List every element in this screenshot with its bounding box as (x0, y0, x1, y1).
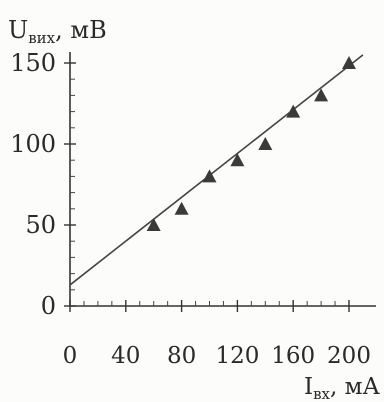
data-point-triangle (174, 201, 189, 215)
x-tick-label: 200 (327, 343, 371, 369)
y-tick-label: 50 (25, 211, 56, 239)
y-axis-label-main: U (8, 16, 28, 44)
y-axis-label: Uвих, мВ (8, 16, 107, 47)
ticks: 0 50 100 150 0 40 80 120 160 200 (10, 49, 371, 369)
y-tick-label: 150 (10, 49, 56, 77)
axes (69, 52, 376, 307)
data-point-triangle (202, 169, 217, 183)
x-tick-label: 40 (111, 343, 140, 369)
x-tick-label: 0 (63, 343, 78, 369)
data-point-triangle (258, 137, 273, 150)
y-axis-label-sub: вих (28, 29, 55, 47)
y-tick-label: 0 (41, 292, 56, 320)
data-point-triangle (230, 153, 245, 167)
data-point-triangle (146, 218, 161, 231)
data-point-triangle (342, 56, 356, 69)
fit-line (69, 54, 364, 286)
x-axis-label-main: I (304, 374, 313, 400)
x-tick-label: 80 (167, 343, 196, 369)
x-tick-label: 160 (271, 343, 315, 369)
data-point-triangle (286, 104, 301, 118)
x-tick-label: 120 (215, 343, 259, 369)
y-tick-label: 100 (10, 130, 56, 158)
x-axis-label: Iвх, мА (304, 374, 381, 402)
data-point-triangle (314, 88, 329, 102)
x-axis-label-sub: вх (313, 385, 330, 402)
data-points (146, 56, 356, 231)
y-axis-label-unit: , мВ (55, 16, 107, 44)
fit-line-group (69, 54, 364, 286)
x-axis-label-unit: , мА (330, 374, 381, 400)
